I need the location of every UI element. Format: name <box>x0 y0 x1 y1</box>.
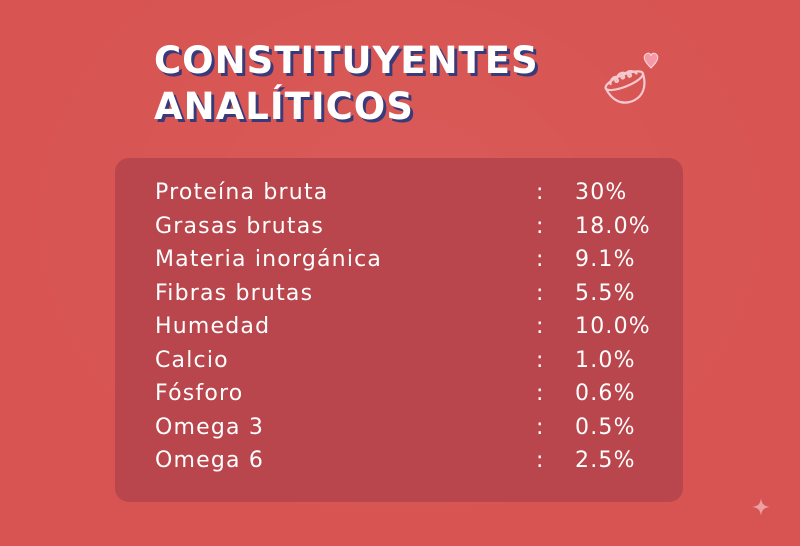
constituent-label: Proteína bruta <box>155 180 329 205</box>
list-item: Materia inorgánica : 9.1% <box>155 247 675 280</box>
constituent-value: 10.0% <box>575 314 651 339</box>
separator: : <box>536 247 545 272</box>
constituent-label: Grasas brutas <box>155 213 325 239</box>
constituent-label: Calcio <box>155 347 229 373</box>
list-item: Omega 3 : 0.5% <box>155 415 675 448</box>
constituents-panel: Proteína bruta : 30% Grasas brutas : 18.… <box>115 158 683 502</box>
title-line-1: CONSTITUYENTES <box>154 39 539 82</box>
list-item: Omega 6 : 2.5% <box>155 448 675 481</box>
list-item: Fósforo : 0.6% <box>155 381 675 414</box>
constituent-value: 9.1% <box>575 247 636 272</box>
sparkle-icon <box>752 498 770 516</box>
heart-icon <box>643 52 659 69</box>
title-line-2: ANALÍTICOS <box>154 85 414 128</box>
list-item: Humedad : 10.0% <box>155 314 675 347</box>
constituent-label: Fibras brutas <box>155 280 314 306</box>
list-item: Grasas brutas : 18.0% <box>155 214 675 247</box>
separator: : <box>536 314 545 339</box>
pet-food-bowl-icon <box>604 52 659 104</box>
separator: : <box>536 448 545 473</box>
constituent-value: 30% <box>575 180 628 205</box>
constituent-value: 1.0% <box>575 347 636 373</box>
constituent-label: Omega 3 <box>155 414 265 440</box>
constituent-label: Materia inorgánica <box>155 247 383 272</box>
list-item: Calcio : 1.0% <box>155 348 675 381</box>
separator: : <box>536 280 545 306</box>
constituent-value: 0.5% <box>575 414 636 440</box>
separator: : <box>536 414 545 440</box>
page-title: CONSTITUYENTES ANALÍTICOS <box>154 38 539 130</box>
separator: : <box>536 180 545 205</box>
separator: : <box>536 347 545 373</box>
constituent-label: Humedad <box>155 314 271 339</box>
constituent-value: 5.5% <box>575 280 636 306</box>
constituent-label: Omega 6 <box>155 448 265 473</box>
separator: : <box>536 213 545 239</box>
list-item: Fibras brutas : 5.5% <box>155 281 675 314</box>
list-item: Proteína bruta : 30% <box>155 180 675 213</box>
constituent-label: Fósforo <box>155 381 244 406</box>
separator: : <box>536 381 545 406</box>
constituent-value: 2.5% <box>575 448 636 473</box>
constituent-value: 18.0% <box>575 213 651 239</box>
constituent-value: 0.6% <box>575 381 636 406</box>
